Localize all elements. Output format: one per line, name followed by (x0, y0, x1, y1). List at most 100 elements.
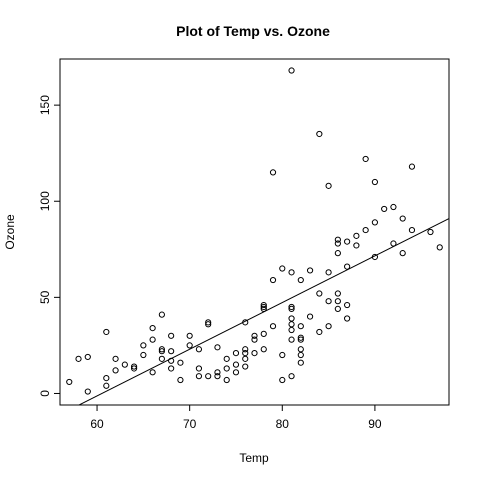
data-point (205, 373, 212, 380)
data-point (251, 336, 258, 343)
data-point (297, 336, 304, 343)
data-point (251, 332, 258, 339)
data-point (112, 367, 119, 374)
data-point (140, 351, 147, 359)
data-point (297, 359, 304, 366)
y-axis: 0 50 100 150 (38, 95, 61, 397)
data-point (344, 315, 351, 322)
data-point (186, 332, 193, 339)
data-point (158, 346, 165, 353)
x-tick-label: 80 (276, 417, 290, 431)
data-point (260, 330, 267, 337)
data-point (205, 321, 212, 328)
data-point (205, 319, 212, 326)
data-point (279, 351, 286, 359)
data-point (334, 290, 341, 297)
data-point (149, 325, 156, 332)
data-point (168, 365, 175, 372)
data-point (130, 363, 138, 370)
data-point (390, 240, 397, 247)
data-point (149, 369, 156, 376)
data-point (214, 373, 221, 380)
data-point (279, 265, 286, 272)
data-point (297, 276, 304, 284)
data-point (297, 346, 304, 353)
data-point (84, 388, 91, 395)
y-tick-label: 100 (38, 191, 52, 211)
data-point (399, 215, 406, 222)
data-point (316, 290, 323, 297)
regression-line (77, 218, 449, 405)
data-point (381, 205, 388, 213)
data-point (121, 361, 128, 368)
data-point (269, 323, 277, 330)
data-point (316, 328, 323, 336)
data-point (140, 342, 147, 349)
data-point (260, 301, 267, 309)
data-point (103, 374, 110, 382)
data-point (177, 359, 184, 366)
data-point (195, 346, 203, 353)
data-point (344, 263, 351, 270)
data-point (223, 355, 230, 362)
data-point (334, 240, 341, 247)
data-point (288, 269, 295, 276)
data-point (242, 363, 249, 370)
data-point (232, 369, 240, 376)
data-point (214, 344, 221, 351)
data-point (66, 378, 73, 386)
data-point (297, 334, 304, 341)
y-tick-label: 50 (38, 290, 52, 304)
data-point (223, 376, 230, 384)
data-point (149, 336, 156, 343)
data-point (214, 369, 221, 376)
data-point (112, 355, 119, 362)
x-tick-label: 90 (368, 417, 382, 431)
data-point (242, 350, 249, 357)
data-point (242, 346, 249, 353)
data-point (103, 382, 110, 389)
data-point (297, 351, 304, 359)
data-point (288, 305, 295, 312)
x-axis-label: Temp (239, 451, 269, 465)
data-point (325, 298, 332, 305)
data-point (334, 305, 341, 312)
data-point (325, 323, 332, 330)
x-tick-label: 70 (183, 417, 197, 431)
data-point (371, 178, 379, 186)
data-point (269, 276, 277, 284)
y-axis-label: Ozone (3, 214, 17, 250)
data-point (158, 311, 165, 318)
data-point (195, 373, 203, 380)
data-point (242, 319, 249, 326)
data-point (288, 326, 295, 334)
y-tick-label: 0 (38, 390, 52, 397)
data-point (288, 303, 295, 311)
data-point (325, 182, 332, 189)
data-point (168, 348, 175, 355)
data-point (130, 365, 138, 372)
data-point (260, 305, 267, 312)
data-point (334, 236, 341, 243)
data-point (242, 355, 249, 362)
data-point (186, 342, 193, 349)
data-point (306, 313, 314, 320)
data-point (288, 336, 295, 343)
data-point (251, 350, 258, 357)
plot-frame (59, 58, 450, 406)
x-tick-label: 60 (90, 417, 104, 431)
data-point (288, 373, 295, 380)
data-point (177, 376, 184, 384)
data-point (408, 226, 416, 234)
data-point (408, 163, 416, 170)
data-point (223, 365, 230, 372)
data-point (344, 238, 351, 245)
data-point (353, 242, 360, 249)
data-point (362, 226, 369, 234)
data-point (353, 232, 360, 239)
data-point (260, 303, 267, 311)
data-point (158, 355, 165, 362)
data-point (344, 301, 351, 309)
data-point (371, 253, 379, 261)
data-point (334, 298, 341, 305)
